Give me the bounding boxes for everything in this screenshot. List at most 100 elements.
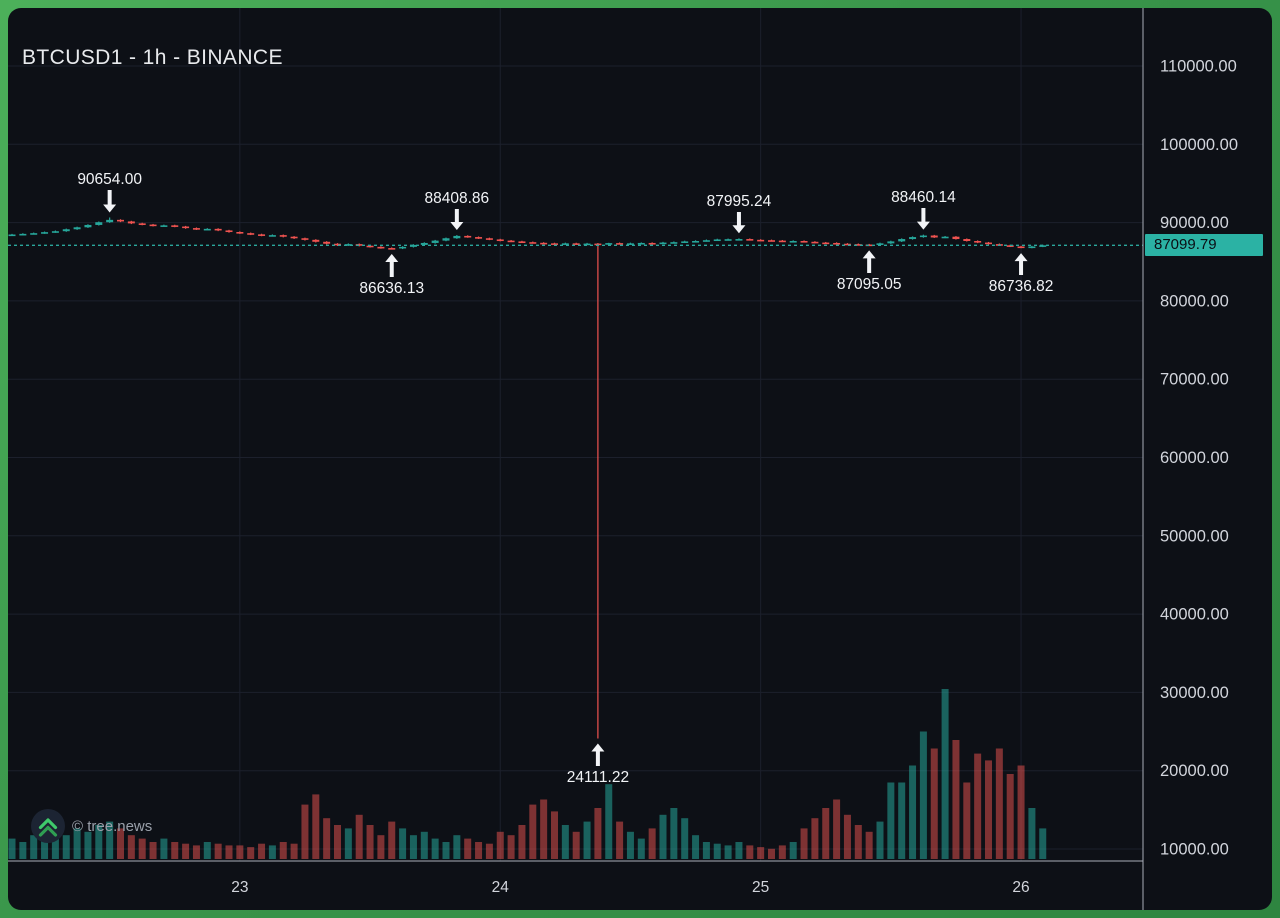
volume-bar <box>963 782 971 859</box>
volume-bar <box>681 818 689 859</box>
volume-bar <box>713 843 721 859</box>
price-axis-label[interactable]: 100000.00 <box>1160 136 1238 154</box>
volume-bar <box>464 838 472 859</box>
time-axis-label[interactable]: 26 <box>1012 879 1029 896</box>
candle-body <box>572 243 580 245</box>
candle-body <box>692 241 700 243</box>
price-chart[interactable]: 110000.00 100000.00 90000.00 80000.00 70000.… <box>8 8 1272 910</box>
volume-bar <box>268 845 276 859</box>
time-axis-label[interactable]: 24 <box>492 879 510 896</box>
volume-bar <box>225 845 233 859</box>
volume-bar <box>51 831 59 859</box>
candle-series <box>8 217 1143 739</box>
price-axis-label[interactable]: 80000.00 <box>1160 292 1229 310</box>
candle-body <box>865 244 873 247</box>
volume-bar <box>757 847 765 859</box>
volume-bar <box>388 821 396 859</box>
candle-body <box>344 244 352 246</box>
volume-bar <box>160 838 168 859</box>
volume-bar <box>236 845 244 859</box>
volume-bar <box>334 825 341 859</box>
candle-body <box>822 242 830 245</box>
candle-body <box>73 227 81 230</box>
candle-body <box>127 221 135 224</box>
candle-body <box>138 223 146 225</box>
candle-body <box>290 236 298 239</box>
gridlines <box>8 8 1143 861</box>
volume-bar <box>561 825 569 859</box>
price-axis-label[interactable]: 20000.00 <box>1160 762 1229 780</box>
volume-bar <box>800 828 808 859</box>
volume-bar <box>442 842 450 859</box>
candle-body <box>377 246 385 249</box>
candle-body <box>475 237 483 239</box>
volume-bar <box>887 782 895 859</box>
volume-bar <box>952 740 960 859</box>
chart-title: BTCUSD1 - 1h - BINANCE <box>22 46 283 69</box>
volume-bar <box>138 838 146 859</box>
volume-bar <box>518 825 526 859</box>
candle-body <box>605 243 613 245</box>
candle-body <box>203 228 211 231</box>
price-axis-label[interactable]: 70000.00 <box>1160 371 1229 389</box>
candle-body <box>1017 246 1025 249</box>
candle-body <box>496 239 504 242</box>
candle-body <box>453 235 461 239</box>
candle-body <box>963 239 971 242</box>
volume-bar <box>290 843 298 859</box>
candle-body <box>659 242 667 245</box>
candle-body <box>507 240 515 243</box>
annotation-label: 90654.00 <box>77 171 142 188</box>
candle-body <box>258 234 266 236</box>
volume-bar <box>909 765 917 859</box>
candle-body <box>30 233 38 235</box>
volume-bar <box>149 842 157 859</box>
volume-bar <box>768 848 775 859</box>
candle-body <box>214 228 222 231</box>
price-axis-label[interactable]: 30000.00 <box>1160 684 1229 702</box>
volume-bar <box>377 835 385 859</box>
candle-body <box>930 235 938 238</box>
price-axis-label[interactable]: 90000.00 <box>1160 214 1229 232</box>
volume-bar <box>117 828 124 859</box>
candle-body <box>768 240 775 242</box>
candle-body <box>323 241 331 244</box>
candle-body <box>192 228 200 230</box>
price-axis-label[interactable]: 10000.00 <box>1160 841 1229 859</box>
volume-bar <box>30 835 38 859</box>
last-price-badge: 87099.79 <box>1145 234 1263 257</box>
candle-body <box>909 237 917 240</box>
time-axis-label[interactable]: 25 <box>752 879 769 896</box>
annotation-label: 86636.13 <box>359 280 424 297</box>
candle-body <box>724 239 732 241</box>
price-axis-label[interactable]: 110000.00 <box>1160 58 1237 76</box>
candle-body <box>366 245 374 248</box>
annotation-label: 88408.86 <box>425 190 490 207</box>
volume-bar <box>1028 808 1036 859</box>
candle-body <box>637 242 645 245</box>
candle-body <box>561 243 569 245</box>
volume-bar <box>616 821 624 859</box>
volume-bar <box>692 835 700 859</box>
candle-body <box>149 224 157 227</box>
candle-body <box>713 239 721 242</box>
volume-bar <box>789 842 797 859</box>
candle-body <box>735 239 743 241</box>
price-axis-label[interactable]: 60000.00 <box>1160 449 1229 467</box>
volume-bar <box>605 784 613 859</box>
price-axis-label[interactable]: 40000.00 <box>1160 606 1229 624</box>
candle-body <box>1006 245 1014 247</box>
volume-bar <box>941 689 949 859</box>
candle-body <box>529 242 537 244</box>
volume-bar <box>496 831 504 859</box>
volume-bar <box>583 821 591 859</box>
candle-body <box>843 243 851 246</box>
volume-bar <box>355 814 363 859</box>
candle-body <box>160 225 168 227</box>
volume-bar <box>746 845 754 859</box>
price-axis-label[interactable]: 50000.00 <box>1160 527 1229 545</box>
candle-body <box>985 242 992 245</box>
volume-bar <box>475 842 483 859</box>
time-axis-label[interactable]: 23 <box>231 879 248 896</box>
candle-body <box>670 242 678 244</box>
